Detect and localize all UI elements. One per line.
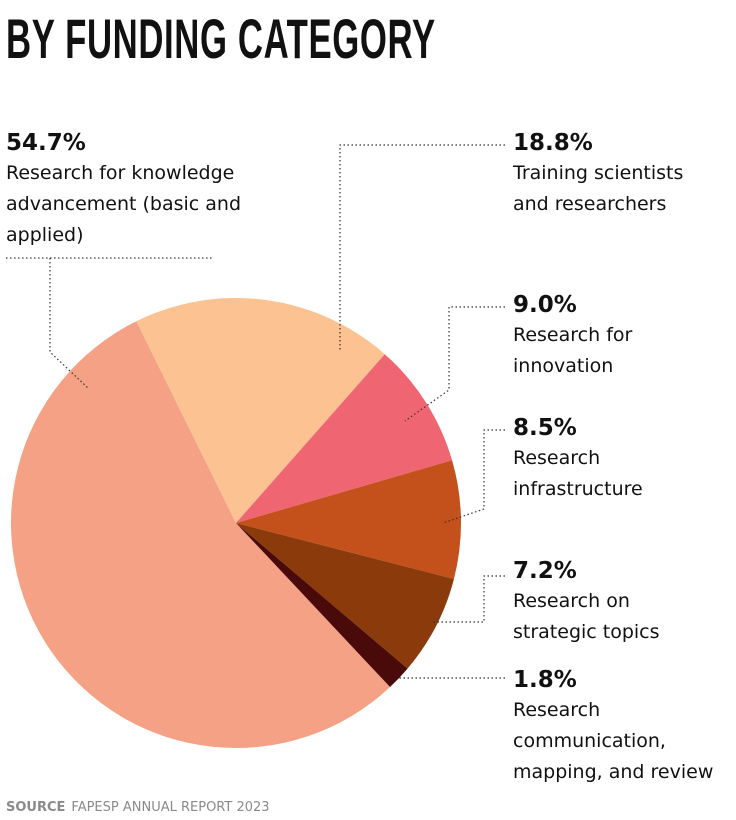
- value-label: 7.2%: [513, 558, 577, 584]
- value-label: 8.5%: [513, 415, 577, 441]
- pie-slice: [236, 523, 408, 688]
- data-label: 54.7% Research for knowledge advancement …: [6, 128, 256, 251]
- leader-line: [442, 429, 505, 524]
- source-label: SOURCE: [6, 800, 66, 815]
- pie-slice: [236, 523, 454, 669]
- value-label: 18.8%: [513, 130, 593, 156]
- leader-lines: [6, 144, 505, 679]
- data-label: 18.8% Training scientists and researchers: [513, 128, 713, 220]
- value-label: 9.0%: [513, 292, 577, 318]
- category-label: Research communication, mapping, and rev…: [513, 699, 714, 783]
- chart-title: BY FUNDING CATEGORY: [6, 7, 436, 70]
- data-label: 1.8% Research communication, mapping, and…: [513, 665, 733, 788]
- data-label: 9.0% Research for innovation: [513, 290, 663, 382]
- source: SOURCE FAPESP ANNUAL REPORT 2023: [6, 800, 270, 815]
- data-label: 8.5% Research infrastructure: [513, 413, 663, 505]
- pie-slice: [136, 297, 385, 523]
- value-label: 1.8%: [513, 667, 577, 693]
- source-text: FAPESP ANNUAL REPORT 2023: [71, 800, 270, 815]
- category-label: Training scientists and researchers: [513, 162, 684, 215]
- category-label: Research on strategic topics: [513, 590, 660, 643]
- leader-line: [404, 306, 505, 422]
- category-label: Research for innovation: [513, 324, 633, 377]
- leader-line: [433, 575, 505, 623]
- value-label: 54.7%: [6, 130, 86, 156]
- pie: [11, 297, 461, 748]
- pie-slice: [11, 321, 391, 748]
- leader-line: [339, 144, 505, 352]
- data-label: 7.2% Research on strategic topics: [513, 556, 683, 648]
- category-label: Research infrastructure: [513, 447, 643, 500]
- leader-line: [49, 258, 89, 389]
- category-label: Research for knowledge advancement (basi…: [6, 162, 242, 246]
- pie-slice: [236, 354, 453, 523]
- pie-slice: [236, 460, 461, 579]
